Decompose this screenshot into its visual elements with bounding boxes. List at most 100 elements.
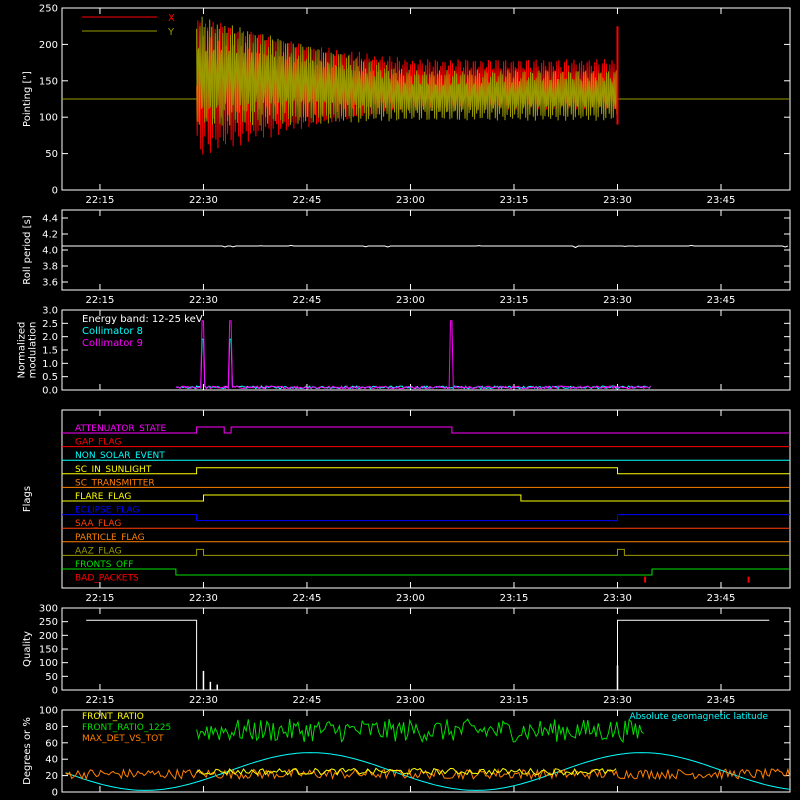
quality-xtick-label: 23:00 [396,695,425,706]
quality-ytick-label: 200 [39,631,58,642]
flag-label: NON_SOLAR_EVENT [75,451,165,461]
energy-band-label: Energy band: 12-25 keV [82,314,203,325]
pointing-ytick-label: 0 [52,186,58,197]
roll-ytick-label: 4.2 [42,230,58,241]
quality-ytick-label: 300 [39,604,58,615]
quality-xtick-label: 23:45 [707,695,736,706]
legend-label: MAX_DET_VS_TOT [82,734,164,744]
quality-xtick-label: 22:45 [293,695,322,706]
legend-label: X [168,13,175,24]
flags-xtick-label: 23:45 [707,593,736,604]
front-ylabel: Degrees or % [22,717,33,785]
roll-ytick-label: 4.0 [42,246,58,257]
flag-label: SC_TRANSMITTER [75,478,155,488]
front-ytick-label: 100 [39,706,58,717]
roll-ytick-label: 3.6 [42,278,58,289]
quality-xtick-label: 22:30 [189,695,218,706]
pointing-ytick-label: 50 [45,149,58,160]
quality-xtick-label: 22:15 [86,695,115,706]
pointing-xtick-label: 23:15 [500,195,529,206]
roll-xtick-label: 23:45 [707,295,736,306]
roll-panel: 3.6 3.8 4.0 4.2 4.4 22:15 22:30 22:45 23:00 23:15… [22,209,791,306]
roll-xtick-label: 23:00 [396,295,425,306]
flags-xtick-label: 22:15 [86,593,115,604]
modulation-ytick-label: 2.5 [42,319,58,330]
legend-label: FRONT_RATIO_1225 [82,723,171,733]
flag-label: ATTENUATOR_STATE [75,424,167,434]
quality-ytick-label: 50 [45,672,58,683]
pointing-xtick-label: 22:45 [293,195,322,206]
flags-ylabel: Flags [22,486,33,512]
flag-label: PARTICLE_FLAG [75,533,145,543]
flag-label: GAP_FLAG [75,438,121,448]
front-ratio-1225-line [196,718,644,744]
pointing-ytick-label: 250 [39,4,58,15]
pointing-ytick-label: 100 [39,113,58,124]
modulation-ytick-label: 0.5 [42,372,58,383]
pointing-ylabel: Pointing ["] [22,71,33,127]
flag-label: SC_IN_SUNLIGHT [75,465,152,475]
quality-ytick-label: 150 [39,645,58,656]
front-ytick-label: 80 [45,722,58,733]
legend-label: Y [167,27,175,38]
quality-ytick-label: 0 [52,686,58,697]
series-y-line [196,16,618,126]
flags-xtick-label: 23:30 [603,593,632,604]
modulation-ytick-label: 2.0 [42,332,58,343]
roll-period-line [62,244,789,249]
max-det-vs-tot-line [65,767,791,781]
flag-label: ECLIPSE_FLAG [75,506,139,516]
quality-xtick-label: 23:15 [500,695,529,706]
legend-label: Collimator 9 [82,338,143,349]
quality-line [86,619,770,691]
front-ytick-label: 0 [52,788,58,799]
flags-xtick-label: 22:45 [293,593,322,604]
roll-xtick-label: 23:15 [500,295,529,306]
flag-line [62,548,790,556]
flags-axes-frame [61,409,791,589]
pointing-xtick-label: 22:15 [86,195,115,206]
roll-xtick-label: 22:30 [189,295,218,306]
legend-label: Absolute geomagnetic latitude [629,712,768,722]
flag-line [62,568,790,576]
modulation-ytick-label: 0.0 [42,386,58,397]
modulation-ytick-label: 1.5 [42,346,58,357]
legend-label: Collimator 8 [82,326,143,337]
front-ytick-label: 60 [45,738,58,749]
front-ratio-line [196,767,617,776]
flag-line [62,514,790,522]
pointing-ytick-label: 200 [39,40,58,51]
pointing-xtick-label: 23:45 [707,195,736,206]
quality-ytick-label: 100 [39,658,58,669]
quality-xtick-label: 23:30 [603,695,632,706]
flags-xtick-label: 23:00 [396,593,425,604]
flag-line [62,467,790,475]
pointing-ytick-label: 150 [39,76,58,87]
flags-panel: 22:15 22:30 22:45 23:00 23:15 23:30 23:45 Flags… [22,409,791,604]
modulation-panel: 0.0 0.5 1.0 1.5 2.0 2.5 3.0 Normalized modulatio… [17,306,791,397]
flag-label: AAZ_FLAG [75,546,122,556]
roll-ytick-label: 4.4 [42,214,58,225]
flag-label: BAD_PACKETS [75,574,139,584]
front-axes-frame [61,709,791,793]
quality-ytick-label: 250 [39,617,58,628]
modulation-ylabel: Normalized [17,322,28,379]
flag-line [62,494,790,502]
pointing-xtick-label: 23:00 [396,195,425,206]
flag-line [62,426,790,434]
flags-xtick-label: 22:30 [189,593,218,604]
modulation-series-line [175,320,651,390]
geomagnetic-latitude-line [65,752,791,791]
roll-xtick-label: 22:45 [293,295,322,306]
flags-xtick-label: 23:15 [500,593,529,604]
modulation-ytick-label: 1.0 [42,359,58,370]
front-ytick-label: 20 [45,771,58,782]
quality-panel: 0 50 100 150 200 250 300 22:15 22:30 22:45 23:00 23… [22,604,791,706]
pointing-xtick-label: 22:30 [189,195,218,206]
modulation-ytick-label: 3.0 [42,306,58,317]
flag-label: SAA_FLAG [75,519,121,529]
roll-xtick-label: 22:15 [86,295,115,306]
roll-ytick-label: 3.8 [42,262,58,273]
roll-xtick-label: 23:30 [603,295,632,306]
